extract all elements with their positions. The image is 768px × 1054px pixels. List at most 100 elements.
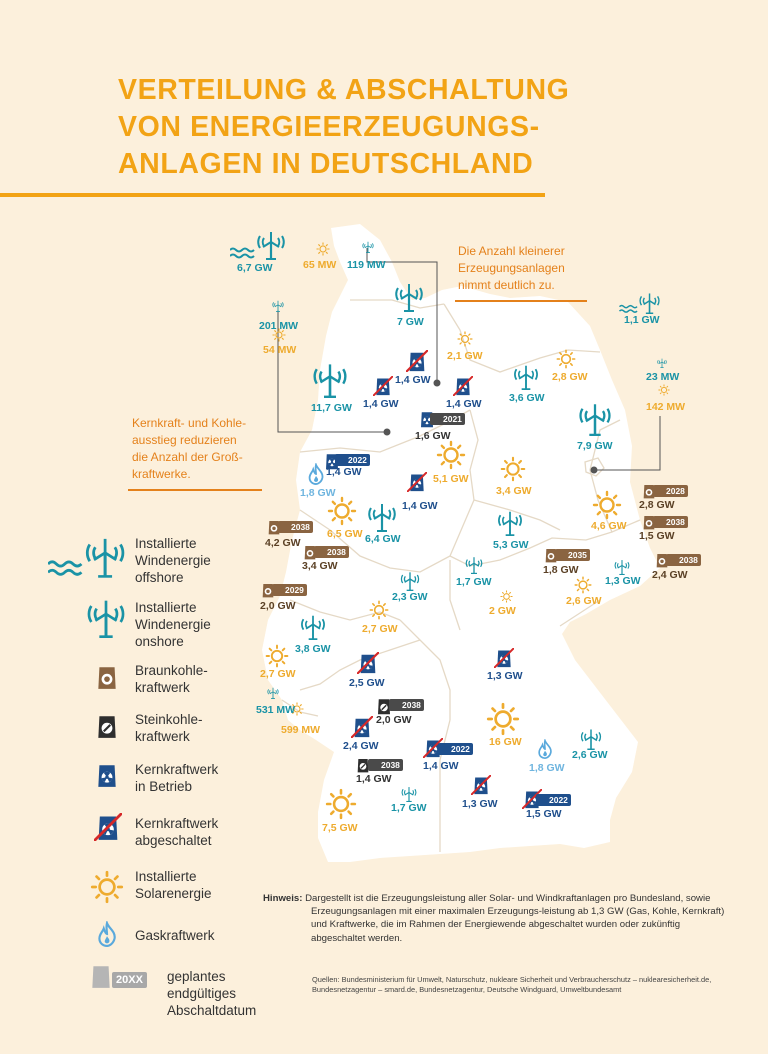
label-mv-onshore: 3,6 GW: [509, 392, 545, 404]
label-st-onshore: 5,3 GW: [493, 539, 529, 551]
label-nuc-off-3: 1,4 GW: [446, 398, 482, 410]
badge-shutdown-2022-bw: 2022: [438, 743, 473, 755]
offshore-icon-baltic: [619, 293, 658, 313]
label-nrw-nuc-2022: 1,4 GW: [326, 466, 362, 478]
note-small-plants-line-2: Erzeugungsanlagen: [458, 261, 565, 275]
wind-icon-hb: [272, 300, 284, 312]
badge-shutdown-2021: 2021: [430, 413, 465, 425]
label-by-nuc-off-s: 1,3 GW: [462, 798, 498, 810]
wind-turbine-icon: [87, 599, 125, 638]
label-bb-coal-2028: 2,8 GW: [639, 499, 675, 511]
legend-onshore: Installierte Windenergie onshore: [135, 600, 211, 649]
leader-lines: [277, 248, 661, 474]
label-by-gas: 1,8 GW: [529, 762, 565, 774]
label-by-solar: 16 GW: [489, 736, 522, 748]
label-north-offshore: 6,7 GW: [237, 262, 273, 274]
note-small-plants-line-3: nimmt deutlich zu.: [458, 278, 555, 292]
label-nrw-gas: 1,8 GW: [300, 487, 336, 499]
legend-brown-coal: Braunkohle- kraftwerk: [135, 663, 208, 695]
note-phaseout-line-1: Kernkraft- und Kohle-: [132, 416, 247, 430]
label-hb-wind: 201 MW: [259, 320, 299, 332]
label-sh-onshore: 7 GW: [397, 316, 424, 328]
label-nrw-onshore: 6,4 GW: [365, 533, 401, 545]
label-bb-solar: 4,6 GW: [591, 520, 627, 532]
label-sl-wind: 531 MW: [256, 704, 296, 716]
gas-flame-icon: [98, 922, 116, 947]
label-th-solar: 2 GW: [489, 605, 516, 617]
label-rp-onshore: 3,8 GW: [295, 643, 331, 655]
label-th-onshore: 1,7 GW: [456, 576, 492, 588]
hard-coal-plant-icon: [97, 715, 117, 739]
label-by-nuc-off-n: 1,3 GW: [487, 670, 523, 682]
legend-hard-coal: Steinkohle- kraftwerk: [135, 712, 203, 744]
legend-solar: Installierte Solarenergie: [135, 869, 212, 901]
badge-shutdown-2038-bb-a: 2038: [653, 516, 688, 528]
page-title: VERTEILUNG & ABSCHALTUNG VON ENERGIEERZE…: [118, 72, 569, 183]
label-st-solar: 3,4 GW: [496, 485, 532, 497]
label-bw-nuc-2022: 1,4 GW: [423, 760, 459, 772]
offshore-icon-north-sea: [230, 232, 284, 259]
label-north-solar: 65 MW: [303, 259, 337, 271]
label-bw-coal-2038a: 2,0 GW: [376, 714, 412, 726]
badge-shutdown-2022-by: 2022: [536, 794, 571, 806]
label-nds-onshore: 11,7 GW: [311, 402, 352, 414]
label-mv-solar2: 2,8 GW: [552, 371, 588, 383]
note-small-plants-line-1: Die Anzahl kleinerer: [458, 244, 565, 258]
legend-shutdown-badge: 20XX: [112, 972, 147, 988]
legend-nuclear-on: Kernkraftwerk in Betrieb: [135, 762, 219, 794]
label-bb-onshore: 7,9 GW: [577, 440, 613, 452]
legend-gas: Gaskraftwerk: [135, 928, 215, 943]
label-bw-onshore: 1,7 GW: [391, 802, 427, 814]
label-nrw-solar: 6,5 GW: [327, 528, 363, 540]
note-phaseout-line-2: ausstieg reduzieren: [132, 433, 237, 447]
hint-text: Hinweis: Dargestellt ist die Erzeugungsl…: [263, 892, 733, 945]
badge-shutdown-2038-bw-b: 2038: [368, 759, 403, 771]
hint-body: Dargestellt ist die Erzeugungsleistung a…: [305, 893, 725, 944]
label-bb-coal-2038a: 1,5 GW: [639, 530, 675, 542]
title-rule: [0, 193, 545, 197]
nuclear-plant-icon: [98, 765, 116, 787]
label-sn-onshore: 1,3 GW: [605, 575, 641, 587]
label-hb-solar: 54 MW: [263, 344, 297, 356]
sun-icon-north-sea: [316, 242, 330, 256]
legend-offshore: Installierte Windenergie offshore: [135, 536, 211, 585]
label-nds-solar: 5,1 GW: [433, 473, 469, 485]
nuclear-plant-off-icon: [94, 813, 122, 841]
sources-text: Quellen: Bundesministerium für Umwelt, N…: [312, 975, 712, 994]
label-nuc-off-4: 1,4 GW: [402, 500, 438, 512]
title-line-3: ANLAGEN IN DEUTSCHLAND: [118, 148, 534, 180]
legend-nuclear-off: Kernkraftwerk abgeschaltet: [135, 816, 219, 848]
badge-shutdown-2038-nrw-a: 2038: [278, 521, 313, 533]
label-nuc-2021: 1,6 GW: [415, 430, 451, 442]
label-sn-solar: 2,6 GW: [566, 595, 602, 607]
brown-coal-plant-icon: [98, 667, 116, 689]
label-nrw-coal-2029: 2,0 GW: [260, 600, 296, 612]
label-nrw-coal-2038a: 4,2 GW: [265, 537, 301, 549]
sun-icon-be: [658, 384, 670, 396]
hard-coal-icon-2038b: [356, 758, 370, 773]
label-baltic-offshore: 1,1 GW: [624, 314, 660, 326]
note-phaseout-rule: [128, 489, 262, 491]
label-be-wind: 23 MW: [646, 371, 680, 383]
label-bw-coal-2038b: 1,4 GW: [356, 773, 392, 785]
label-nuc-off-2: 1,4 GW: [363, 398, 399, 410]
label-he-nuc-off: 2,5 GW: [349, 677, 385, 689]
label-he-solar: 2,7 GW: [362, 623, 398, 635]
badge-shutdown-2022-nrw: 2022: [335, 454, 370, 466]
title-line-2: VON ENERGIEERZEUGUNGS-: [118, 111, 540, 143]
note-phaseout: Kernkraft- und Kohle- ausstieg reduziere…: [132, 415, 246, 483]
badge-shutdown-2038-bw-a: 2038: [389, 699, 424, 711]
wind-icon-be: [657, 358, 667, 368]
label-by-onshore: 2,6 GW: [572, 749, 608, 761]
label-bw-nuc-off: 2,4 GW: [343, 740, 379, 752]
badge-shutdown-2038-nrw-b: 2038: [314, 546, 349, 558]
legend-shutdown: geplantes endgültiges Abschaltdatum: [167, 969, 257, 1018]
label-rp-solar: 2,7 GW: [260, 668, 296, 680]
plant-outline-icon: [92, 966, 110, 988]
note-phaseout-line-3: die Anzahl der Groß-: [132, 450, 243, 464]
note-small-plants-rule: [455, 300, 587, 302]
berlin-outline: [584, 457, 605, 477]
offshore-icon: [48, 536, 126, 578]
label-by-nuc-2022: 1,5 GW: [526, 808, 562, 820]
badge-shutdown-2029: 2029: [272, 584, 307, 596]
